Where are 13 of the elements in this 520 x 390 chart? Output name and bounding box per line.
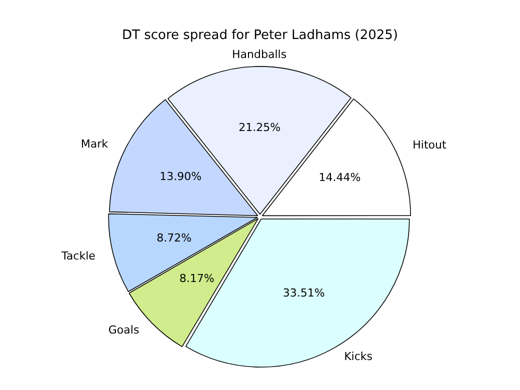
data-label: 14.44%	[318, 170, 361, 184]
data-label: 33.51%	[282, 286, 325, 300]
data-label: 8.72%	[156, 231, 192, 244]
slice-label: Handballs	[232, 48, 287, 61]
slice-label: Kicks	[344, 350, 373, 364]
slice-label: Hitout	[412, 138, 447, 152]
slice-label: Mark	[80, 138, 109, 151]
data-label: 21.25%	[238, 120, 281, 134]
data-label: 8.17%	[179, 272, 214, 285]
chart-title: DT score spread for Peter Ladhams (2025)	[122, 28, 398, 44]
data-label: 13.90%	[160, 170, 202, 184]
slice-label: Tackle	[60, 249, 96, 262]
slice-label: Goals	[108, 323, 140, 336]
